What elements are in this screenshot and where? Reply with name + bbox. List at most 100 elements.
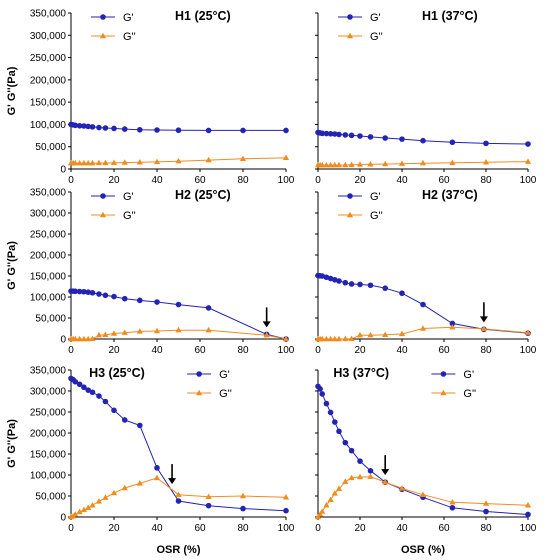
data-point-g-prime <box>102 292 109 299</box>
data-point-g-double-prime <box>327 161 334 168</box>
data-point-g-prime <box>525 511 531 518</box>
data-point-g-prime <box>72 122 79 129</box>
data-point-g-double-prime <box>80 335 87 342</box>
y-tick-label: 350,000 <box>30 366 67 377</box>
legend-marker-triangle <box>346 32 354 39</box>
data-point-g-prime <box>348 132 355 139</box>
data-point-g-prime <box>420 137 426 144</box>
legend-label: G'' <box>370 31 383 43</box>
chart-panel-h1-37: 0 20 40 60 80 100 G' G'' H1 (37°C) <box>314 9 537 186</box>
crossover-arrow <box>479 302 488 323</box>
legend-label: G' <box>463 369 474 381</box>
y-axis-title: G' G''(Pa) <box>6 241 18 290</box>
data-point-g-double-prime <box>327 496 334 502</box>
data-point-g-double-prime <box>175 491 182 497</box>
x-tick-label: 100 <box>520 523 537 534</box>
data-point-g-prime <box>342 439 349 446</box>
x-tick-label: 20 <box>108 175 120 186</box>
chart-panel-h2-25: 0 20 40 60 80 100 0 50,000 100,000 150,000 200,000… <box>6 188 295 357</box>
data-point-g-double-prime <box>348 161 355 167</box>
data-point-g-double-prime <box>398 485 406 491</box>
data-point-g-prime <box>399 136 405 142</box>
data-point-g-double-prime <box>480 325 487 332</box>
x-tick-label: 80 <box>237 345 249 356</box>
data-point-g-double-prime <box>136 159 143 165</box>
data-point-g-double-prime <box>110 159 118 165</box>
panel-title: H2 (25°C) <box>175 188 231 202</box>
data-point-g-double-prime <box>95 331 103 338</box>
data-point-g-double-prime <box>175 157 182 164</box>
legend-label: G' <box>370 12 381 24</box>
data-point-g-prime <box>399 290 405 297</box>
data-point-g-prime <box>449 320 456 327</box>
data-point-g-double-prime <box>282 493 290 500</box>
data-point-g-double-prime <box>89 501 96 508</box>
arrow-head <box>262 321 271 328</box>
y-tick-label: 350,000 <box>30 188 67 199</box>
x-tick-label: 40 <box>396 175 408 186</box>
data-point-g-prime <box>72 288 79 295</box>
data-point-g-double-prime <box>121 159 128 165</box>
crossover-arrow <box>168 464 177 485</box>
data-point-g-double-prime <box>85 335 92 342</box>
data-point-g-double-prime <box>72 159 79 166</box>
data-point-g-double-prime <box>282 154 290 161</box>
data-point-g-double-prime <box>367 331 374 338</box>
data-point-g-double-prime <box>331 335 338 342</box>
y-tick-label: 0 <box>60 513 66 524</box>
x-tick-label: 40 <box>396 523 408 534</box>
chart-panel-h3-37: 0 20 40 60 80 100 OSR (%) G' G'' H3 (37°C) <box>314 366 537 556</box>
data-point-g-double-prime <box>95 498 103 504</box>
data-point-g-prime <box>357 133 363 139</box>
series-line-g-double-prime <box>70 477 287 518</box>
data-point-g-prime <box>85 387 91 393</box>
data-point-g-prime <box>81 384 87 391</box>
x-axis-title: OSR (%) <box>157 544 201 556</box>
data-point-g-double-prime <box>398 160 406 166</box>
x-tick-label: 40 <box>396 345 408 356</box>
data-point-g-prime <box>111 293 117 300</box>
data-point-g-prime <box>205 305 212 311</box>
data-point-g-prime <box>137 297 143 304</box>
x-tick-label: 100 <box>278 523 295 534</box>
data-point-g-double-prime <box>524 158 532 164</box>
data-point-g-double-prime <box>239 492 247 499</box>
data-point-g-prime <box>483 508 489 515</box>
data-point-g-double-prime <box>263 331 270 338</box>
series-line-g-prime <box>70 377 287 512</box>
data-point-g-prime <box>283 507 289 514</box>
x-tick-label: 0 <box>315 523 321 534</box>
data-point-g-double-prime <box>367 473 374 479</box>
data-point-g-prime <box>367 134 374 140</box>
x-tick-label: 80 <box>480 175 492 186</box>
data-point-g-prime <box>382 135 389 141</box>
data-point-g-double-prime <box>102 331 109 337</box>
data-point-g-double-prime <box>95 159 103 166</box>
data-point-g-double-prime <box>89 335 96 341</box>
data-point-g-double-prime <box>348 474 355 481</box>
x-tick-label: 60 <box>194 345 206 356</box>
x-tick-label: 100 <box>520 345 537 356</box>
data-point-g-double-prime <box>382 331 389 337</box>
legend-label: G'' <box>219 388 232 400</box>
data-point-g-prime <box>102 398 109 405</box>
data-point-g-prime <box>154 299 160 305</box>
data-point-g-prime <box>81 123 87 129</box>
data-point-g-double-prime <box>205 493 212 500</box>
data-point-g-prime <box>89 290 96 296</box>
data-point-g-prime <box>81 288 87 295</box>
data-point-g-double-prime <box>121 484 128 491</box>
legend-label: G' <box>370 191 381 203</box>
legend-marker-triangle <box>99 211 107 218</box>
data-point-g-prime <box>336 131 342 138</box>
legend-marker-circle <box>196 371 202 377</box>
data-point-g-prime <box>323 400 330 407</box>
x-tick-label: 60 <box>194 175 206 186</box>
data-point-g-prime <box>357 281 363 288</box>
data-point-g-double-prime <box>348 335 355 341</box>
data-point-g-double-prime <box>323 501 330 508</box>
y-tick-label: 250,000 <box>30 53 67 64</box>
legend-marker-triangle <box>99 32 107 39</box>
data-point-g-prime <box>317 386 323 392</box>
